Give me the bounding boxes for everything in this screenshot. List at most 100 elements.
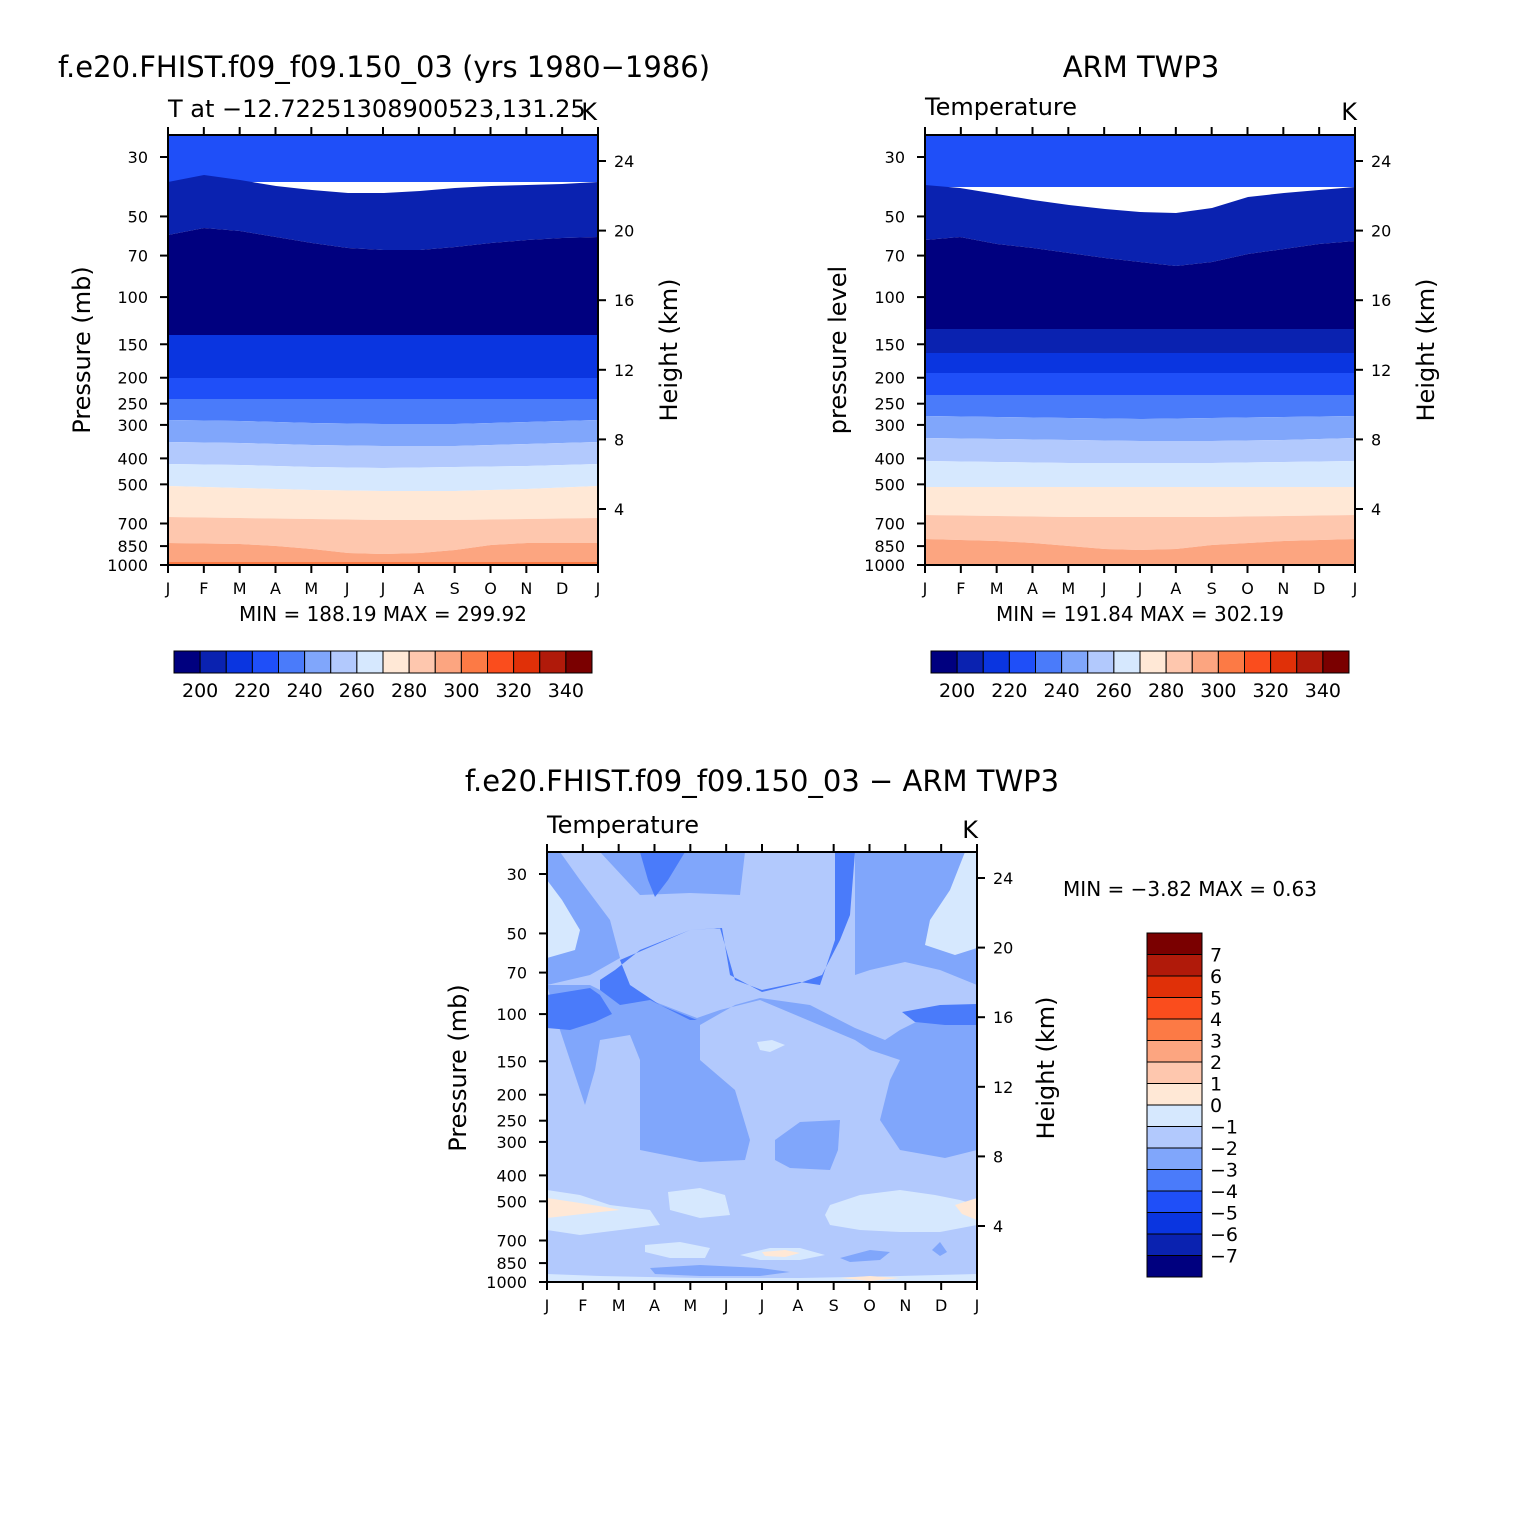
y-tick-label: 850 [874, 537, 905, 556]
band [925, 237, 1355, 330]
panel-model-title: f.e20.FHIST.f09_f09.150_03 (yrs 1980−198… [58, 50, 710, 84]
panel-diff-title: f.e20.FHIST.f09_f09.150_03 − ARM TWP3 [465, 764, 1059, 798]
colorbar-swatch [251, 650, 279, 674]
band [168, 543, 598, 563]
colorbar-swatch [1146, 1083, 1203, 1106]
colorbar-swatch [1296, 650, 1324, 674]
band [925, 416, 1355, 441]
y-tick-label: 400 [874, 449, 905, 468]
x-tick-label: J [380, 579, 386, 598]
band [168, 442, 598, 468]
colorbar-label: 4 [1210, 1009, 1222, 1031]
y-tick-label: 700 [117, 514, 148, 533]
axes-model: J F M A M J J A S O N D J 30 50 70 100 150 200 250 300 400 500… [107, 127, 634, 598]
axes-diff: J F M A M J J A S O N D J 30 50 70 100 150 200 250 300 400 500… [486, 844, 1013, 1315]
panel-model: f.e20.FHIST.f09_f09.150_03 (yrs 1980−198… [58, 50, 710, 702]
x-tick-label: J [1352, 579, 1358, 598]
colorbar-swatch [330, 650, 358, 674]
y-tick-label: 30 [885, 148, 905, 167]
x-tick-label: N [520, 579, 532, 598]
panel-model-stats: MIN = 188.19 MAX = 299.92 [239, 602, 527, 626]
colorbar-swatch [382, 650, 410, 674]
x-tick-label: A [270, 579, 281, 598]
panel-model-ylabel-right: Height (km) [655, 279, 683, 422]
x-tick-label: F [578, 1296, 587, 1315]
x-tick-label: A [649, 1296, 660, 1315]
y2-tick-label: 16 [1371, 291, 1391, 310]
band [925, 515, 1355, 550]
region [547, 880, 580, 958]
x-tick-label: O [863, 1296, 876, 1315]
colorbar-model: 200 220 240 260 280 300 320 340 [173, 650, 593, 702]
colorbar-swatch [1191, 650, 1219, 674]
y2-tick-label: 8 [614, 430, 624, 449]
colorbar-swatch [1146, 1040, 1203, 1063]
y2-tick-label: 16 [614, 291, 634, 310]
colorbar-swatch [1035, 650, 1063, 674]
colorbar-swatch [1008, 650, 1036, 674]
colorbar-label: 340 [548, 680, 584, 702]
y-tick-label: 50 [885, 207, 905, 226]
colorbar-swatch [956, 650, 984, 674]
y-tick-label: 150 [496, 1052, 527, 1071]
x-tick-label: J [922, 579, 928, 598]
x-tick-label: D [556, 579, 568, 598]
x-tick-label: N [1277, 579, 1289, 598]
x-tick-label: S [1207, 579, 1217, 598]
x-tick-label: A [413, 579, 424, 598]
y-tick-label: 700 [496, 1231, 527, 1250]
panel-obs: ARM TWP3 Temperature K J F M A M J J A S O N D J 30 50… [824, 50, 1440, 702]
x-tick-label: J [1101, 579, 1107, 598]
y-tick-label: 100 [496, 1005, 527, 1024]
y2-tick-label: 8 [1371, 430, 1381, 449]
colorbar-swatch [1146, 954, 1203, 977]
colorbar-swatch [356, 650, 384, 674]
y-tick-label: 150 [117, 335, 148, 354]
panel-diff: f.e20.FHIST.f09_f09.150_03 − ARM TWP3 Te… [444, 764, 1317, 1315]
x-tick-label: A [792, 1296, 803, 1315]
colorbar-swatch [1139, 650, 1167, 674]
x-tick-label: O [484, 579, 497, 598]
y-tick-label: 200 [496, 1086, 527, 1105]
colorbar-label: 5 [1210, 988, 1222, 1010]
colorbar-swatch [1146, 1061, 1203, 1084]
y2-tick-label: 16 [993, 1008, 1013, 1027]
band [168, 378, 598, 400]
colorbar-label: 220 [234, 680, 270, 702]
x-tick-label: A [1170, 579, 1181, 598]
x-tick-label: M [612, 1296, 626, 1315]
region [762, 1250, 800, 1257]
colorbar-label: 220 [991, 680, 1027, 702]
y2-tick-label: 24 [1371, 152, 1391, 171]
colorbar-label: 6 [1210, 966, 1222, 988]
colorbar-label: 300 [443, 680, 479, 702]
colorbar-label: −7 [1210, 1246, 1238, 1268]
region [775, 1120, 840, 1170]
colorbar-swatch [565, 650, 593, 674]
y-tick-label: 50 [128, 207, 148, 226]
band [168, 486, 598, 520]
x-tick-label: M [1061, 579, 1075, 598]
panel-model-ylabel: Pressure (mb) [68, 266, 96, 433]
region [640, 852, 685, 897]
x-tick-label: J [759, 1296, 765, 1315]
x-tick-label: S [450, 579, 460, 598]
band [925, 185, 1355, 266]
colorbar-label: −3 [1210, 1160, 1238, 1182]
region [650, 1265, 790, 1276]
y-tick-label: 150 [874, 335, 905, 354]
x-tick-label: M [990, 579, 1004, 598]
y-tick-label: 70 [885, 247, 905, 266]
x-tick-label: O [1241, 579, 1254, 598]
colorbar-label: 240 [286, 680, 322, 702]
colorbar-swatch [199, 650, 227, 674]
y-tick-label: 1000 [864, 556, 905, 575]
y-tick-label: 100 [117, 288, 148, 307]
band [168, 335, 598, 357]
x-tick-label: A [1027, 579, 1038, 598]
region [825, 1190, 977, 1232]
band [925, 373, 1355, 396]
colorbar-swatch [1146, 932, 1203, 955]
panel-obs-ylabel-right: Height (km) [1412, 279, 1440, 422]
